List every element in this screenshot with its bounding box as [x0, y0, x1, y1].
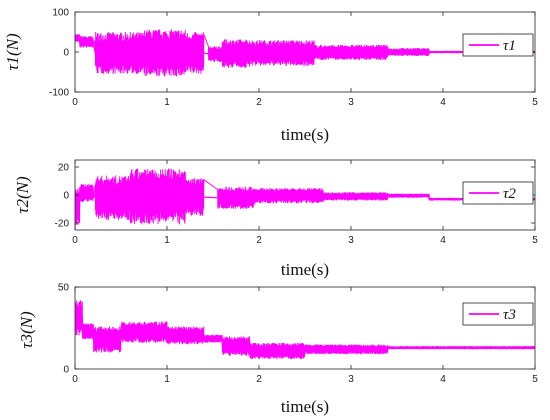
- legend-label: τ3: [503, 307, 516, 323]
- series-line-2: [75, 168, 535, 226]
- y-tick-label: 0: [63, 365, 69, 376]
- x-tick-label: 5: [532, 374, 538, 385]
- x-tick-label: 1: [164, 97, 170, 108]
- y-axis-label: τ3(N): [17, 311, 36, 349]
- series-line-3: [75, 300, 535, 360]
- x-tick-label: 5: [532, 235, 538, 246]
- legend: τ2: [462, 181, 534, 205]
- legend-label: τ2: [503, 186, 516, 202]
- series-line-1: [75, 29, 535, 77]
- x-tick-label: 4: [440, 235, 446, 246]
- x-tick-label: 1: [164, 374, 170, 385]
- y-tick-label: 50: [58, 283, 70, 294]
- x-tick-label: 2: [256, 97, 262, 108]
- legend: τ3: [462, 302, 534, 326]
- y-axis-label: τ2(N): [13, 176, 32, 214]
- legend: τ1: [462, 33, 534, 57]
- x-tick-label: 4: [440, 374, 446, 385]
- chart-panel-3: 0 1 2 3 4 5 50 0 τ3(N) time(s) τ3: [17, 283, 538, 417]
- y-tick-label: 20: [58, 163, 70, 174]
- x-tick-label: 3: [348, 97, 354, 108]
- x-tick-label: 0: [72, 97, 78, 108]
- y-tick-label: 0: [63, 48, 69, 59]
- y-tick-label: -100: [49, 88, 69, 99]
- x-tick-label: 0: [72, 235, 78, 246]
- y-axis-label: τ1(N): [3, 33, 22, 71]
- x-tick-label: 2: [256, 235, 262, 246]
- axes-box: [74, 286, 536, 370]
- y-tick-label: 100: [52, 8, 69, 19]
- x-axis-label: time(s): [281, 125, 329, 144]
- x-tick-label: 3: [348, 374, 354, 385]
- x-tick-label: 1: [164, 235, 170, 246]
- x-tick-label: 3: [348, 235, 354, 246]
- x-tick-label: 5: [532, 97, 538, 108]
- legend-label: τ1: [503, 38, 516, 54]
- y-tick-label: -20: [55, 219, 70, 230]
- x-axis-label: time(s): [281, 397, 329, 416]
- x-tick-label: 4: [440, 97, 446, 108]
- x-tick-label: 0: [72, 374, 78, 385]
- y-tick-label: 0: [63, 191, 69, 202]
- x-tick-label: 2: [256, 374, 262, 385]
- x-axis-label: time(s): [281, 260, 329, 279]
